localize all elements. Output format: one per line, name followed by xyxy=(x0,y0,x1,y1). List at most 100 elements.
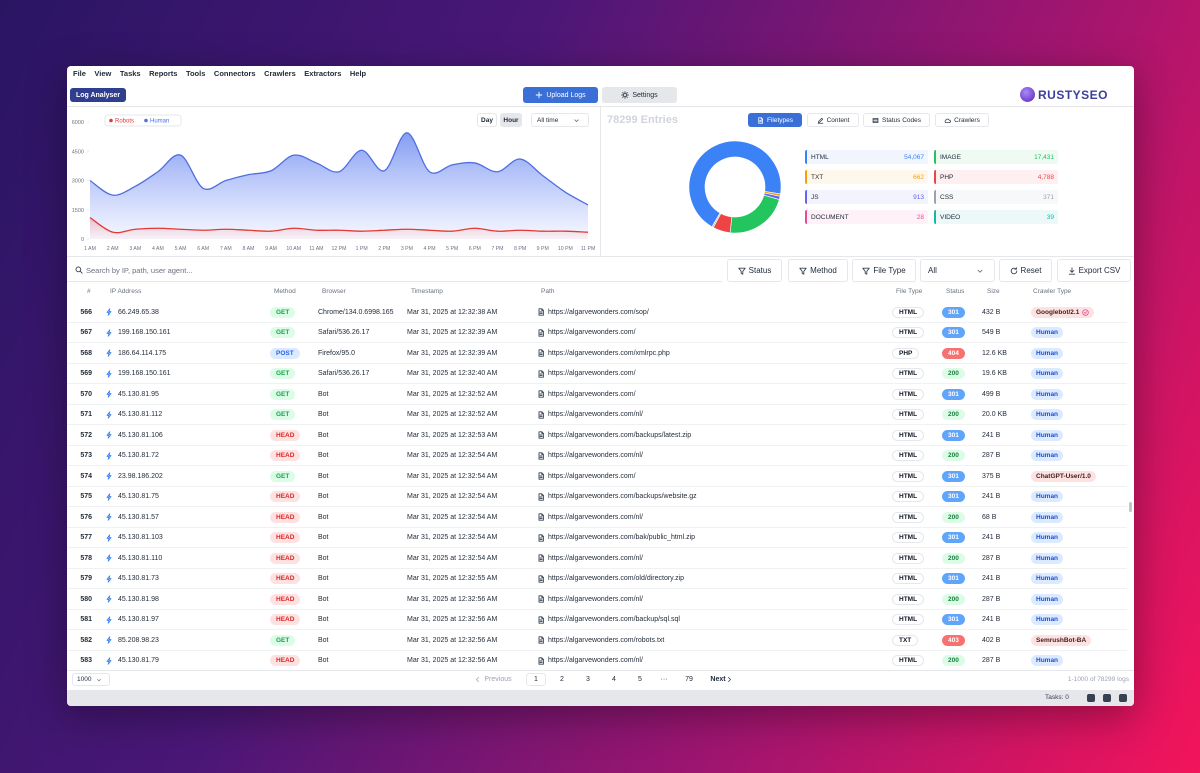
page-button[interactable]: 79 xyxy=(679,673,699,686)
cell: GET xyxy=(270,466,296,487)
menu-item[interactable]: Crawlers xyxy=(264,69,296,78)
table-row[interactable]: 582 85.208.98.23 GET Bot Mar 31, 2025 at 12:… xyxy=(67,630,1127,651)
range-button[interactable]: Day xyxy=(477,113,497,127)
page-icon-part xyxy=(541,390,544,394)
cell: 301 xyxy=(942,487,965,508)
filter-button[interactable]: Status xyxy=(727,259,782,282)
menu-item[interactable]: Tools xyxy=(185,69,206,78)
previous-button[interactable]: Previous xyxy=(469,673,517,686)
legend-value: 28 xyxy=(916,213,924,221)
crawler-badge: Human xyxy=(1031,450,1064,462)
cell-text: 570 xyxy=(80,390,92,398)
table-row[interactable]: 572 45.130.81.106 HEAD Bot Mar 31, 2025 at 1… xyxy=(67,425,1127,446)
previous-label: Previous xyxy=(484,676,512,683)
table-row[interactable]: 576 45.130.81.57 HEAD Bot Mar 31, 2025 at 12… xyxy=(67,507,1127,528)
page-icon xyxy=(538,575,544,583)
export-button[interactable]: Export CSV xyxy=(1057,259,1131,282)
cell-text: Mar 31, 2025 at 12:32:56 AM xyxy=(407,616,498,624)
filter-select[interactable]: All xyxy=(920,259,995,282)
table-row[interactable]: 575 45.130.81.75 HEAD Bot Mar 31, 2025 at 12… xyxy=(67,487,1127,508)
legend-item: DOCUMENT 28 xyxy=(805,210,928,224)
per-page-label: 1000 xyxy=(77,676,92,683)
range-label: Hour xyxy=(503,116,519,124)
settings-button[interactable]: Settings xyxy=(602,87,677,103)
page-button[interactable]: ··· xyxy=(654,673,674,686)
page-button[interactable]: 4 xyxy=(604,673,624,686)
ip-text: 45.130.81.57 xyxy=(118,513,159,521)
page-icon-part xyxy=(539,393,543,397)
reset-button[interactable]: Reset xyxy=(999,259,1052,282)
cell: GET xyxy=(270,323,296,344)
page-button[interactable]: 5 xyxy=(630,673,650,686)
table-row[interactable]: 574 23.98.186.202 GET Bot Mar 31, 2025 at 12… xyxy=(67,466,1127,487)
table-row[interactable]: 566 66.249.65.38 GET Chrome/134.0.6998.165 M… xyxy=(67,302,1127,323)
per-page-select[interactable]: 1000 xyxy=(72,673,110,686)
cell-text: 578 xyxy=(80,554,92,562)
cell: HTML xyxy=(892,610,925,631)
ip-icon-part xyxy=(106,595,112,603)
cell: Human xyxy=(1031,507,1064,528)
cell: 582 xyxy=(78,630,92,651)
cell: HTML xyxy=(892,323,925,344)
legend-item: CSS 371 xyxy=(934,190,1058,204)
filter-icon-part xyxy=(799,267,807,275)
table-row[interactable]: 583 45.130.81.79 HEAD Bot Mar 31, 2025 at 12… xyxy=(67,651,1127,672)
table-row[interactable]: 569 199.168.150.161 GET Safari/536.26.17 Mar… xyxy=(67,364,1127,384)
panel-tab[interactable]: Filetypes xyxy=(748,113,802,127)
cell-text: Safari/536.26.17 xyxy=(318,329,370,337)
cell: 568 xyxy=(78,343,92,364)
menu-item[interactable]: Connectors xyxy=(213,69,256,78)
table-row[interactable]: 580 45.130.81.98 HEAD Bot Mar 31, 2025 at 12… xyxy=(67,589,1127,610)
table-row[interactable]: 577 45.130.81.103 HEAD Bot Mar 31, 2025 at 1… xyxy=(67,528,1127,548)
cell: PHP xyxy=(892,343,920,364)
x-tick-label: 7 AM xyxy=(220,246,232,252)
search-box[interactable]: Search by IP, path, user agent... xyxy=(67,259,722,282)
cell: Human xyxy=(1031,384,1064,405)
donut-slice xyxy=(711,212,721,228)
page-button[interactable]: 3 xyxy=(578,673,598,686)
legend-label: Robots xyxy=(115,119,134,125)
upload-button[interactable]: Upload Logs xyxy=(523,87,598,103)
reset-label: Reset xyxy=(1020,266,1042,275)
panel-tab[interactable]: Crawlers xyxy=(935,113,989,127)
cell: Mar 31, 2025 at 12:32:54 AM xyxy=(407,548,497,569)
tab-log-analyser[interactable]: Log Analyser xyxy=(70,88,126,102)
table-row[interactable]: 570 45.130.81.95 GET Bot Mar 31, 2025 at 12:… xyxy=(67,384,1127,405)
panel-tab[interactable]: Status Codes xyxy=(863,113,930,127)
filetype-badge: HTML xyxy=(892,614,925,626)
method-badge: HEAD xyxy=(270,614,301,626)
table-row[interactable]: 573 45.130.81.72 HEAD Bot Mar 31, 2025 at 12… xyxy=(67,446,1127,466)
cell-text: 19.6 KB xyxy=(982,370,1007,378)
menu-item[interactable]: Reports xyxy=(149,69,178,78)
menu-item[interactable]: Tasks xyxy=(119,69,141,78)
table-row[interactable]: 567 199.168.150.161 GET Safari/536.26.17 Mar… xyxy=(67,323,1127,344)
table-row[interactable]: 578 45.130.81.110 HEAD Bot Mar 31, 2025 at 1… xyxy=(67,548,1127,569)
page-button[interactable]: 1 xyxy=(526,673,546,686)
menu-item[interactable]: View xyxy=(94,69,112,78)
filter-button[interactable]: File Type xyxy=(852,259,916,282)
crawler-badge: Human xyxy=(1031,409,1064,421)
cell: HTML xyxy=(892,589,925,610)
filter-button[interactable]: Method xyxy=(788,259,848,282)
panel-tab[interactable]: Content xyxy=(807,113,859,127)
path-text: https://algarvewonders.com/ xyxy=(548,472,636,480)
menu-item[interactable]: Extractors xyxy=(304,69,342,78)
crawler-text: Human xyxy=(1036,493,1059,501)
table-row[interactable]: 571 45.130.81.112 GET Bot Mar 31, 2025 at 12… xyxy=(67,405,1127,425)
download-icon xyxy=(1068,266,1075,275)
x-tick-label: 1 PM xyxy=(356,246,368,252)
next-button[interactable]: Next xyxy=(705,673,741,686)
range-button[interactable]: Hour xyxy=(500,113,522,127)
table-row[interactable]: 579 45.130.81.73 HEAD Bot Mar 31, 2025 at 12… xyxy=(67,569,1127,589)
ip-text: 45.130.81.75 xyxy=(118,493,159,501)
legend-item: PHP 4,788 xyxy=(934,170,1058,184)
cell: 287 B xyxy=(982,651,1000,672)
menu-item[interactable]: File xyxy=(73,69,86,78)
range-select[interactable]: All time xyxy=(531,113,589,127)
crawler-badge: Human xyxy=(1031,429,1064,441)
table-row[interactable]: 568 186.64.114.175 POST Firefox/95.0 Mar 31,… xyxy=(67,343,1127,364)
menu-item[interactable]: Help xyxy=(349,69,367,78)
page-icon-part xyxy=(538,513,544,521)
table-row[interactable]: 581 45.130.81.97 HEAD Bot Mar 31, 2025 at 12… xyxy=(67,610,1127,631)
page-button[interactable]: 2 xyxy=(552,673,572,686)
